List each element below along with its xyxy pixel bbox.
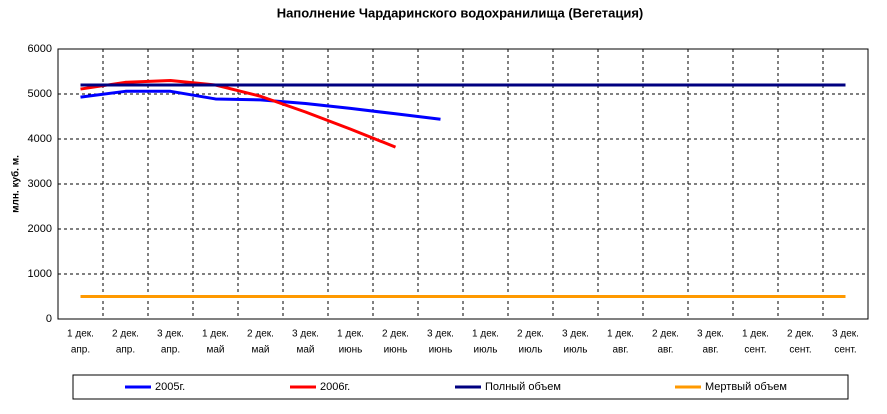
y-tick-label: 2000 [28,223,52,235]
y-tick-label: 5000 [28,88,52,100]
x-tick-label: июнь [429,345,453,356]
x-tick-label: июль [564,345,588,356]
legend-label: Полный объем [485,381,561,393]
x-tick-label: 1 дек. [472,329,499,340]
legend-label: 2006г. [320,381,350,393]
x-tick-label: 1 дек. [337,329,364,340]
x-tick-label: 3 дек. [292,329,319,340]
x-tick-label: июль [519,345,543,356]
legend-label: 2005г. [155,381,185,393]
series-line [80,89,441,121]
x-tick-label: авг. [702,345,718,356]
x-tick-label: 2 дек. [517,329,544,340]
x-tick-label: май [206,345,224,356]
x-tick-label: июнь [384,345,408,356]
x-tick-label: май [296,345,314,356]
y-tick-label: 1000 [28,268,52,280]
x-tick-label: 2 дек. [652,329,679,340]
x-tick-label: 3 дек. [157,329,184,340]
x-tick-label: авг. [657,345,673,356]
x-tick-label: сент. [789,345,811,356]
chart-title: Наполнение Чардаринского водохранилища (… [277,5,644,20]
x-tick-label: 2 дек. [787,329,814,340]
x-tick-label: 3 дек. [697,329,724,340]
legend-label: Мертвый объем [705,381,787,393]
x-tick-label: 2 дек. [112,329,139,340]
plot-frame [57,48,869,320]
x-tick-label: сент. [834,345,856,356]
y-tick-label: 0 [46,313,52,325]
x-tick-label: авг. [612,345,628,356]
x-tick-label: 3 дек. [832,329,859,340]
x-tick-label: 1 дек. [67,329,94,340]
x-tick-label: май [251,345,269,356]
x-tick-label: 2 дек. [382,329,409,340]
x-tick-label: апр. [116,345,135,356]
legend-box [72,374,849,400]
x-tick-label: 1 дек. [202,329,229,340]
series-line [80,79,397,149]
x-tick-label: апр. [71,345,90,356]
x-tick-label: сент. [744,345,766,356]
y-tick-label: 3000 [28,178,52,190]
y-axis-label: млн. куб. м. [10,155,22,213]
x-tick-label: июль [474,345,498,356]
x-tick-label: апр. [161,345,180,356]
x-tick-label: 3 дек. [562,329,589,340]
x-tick-label: 1 дек. [607,329,634,340]
x-tick-label: 3 дек. [427,329,454,340]
x-tick-label: 2 дек. [247,329,274,340]
y-tick-label: 4000 [28,133,52,145]
x-tick-label: 1 дек. [742,329,769,340]
x-tick-label: июнь [339,345,363,356]
y-tick-label: 6000 [28,43,52,55]
